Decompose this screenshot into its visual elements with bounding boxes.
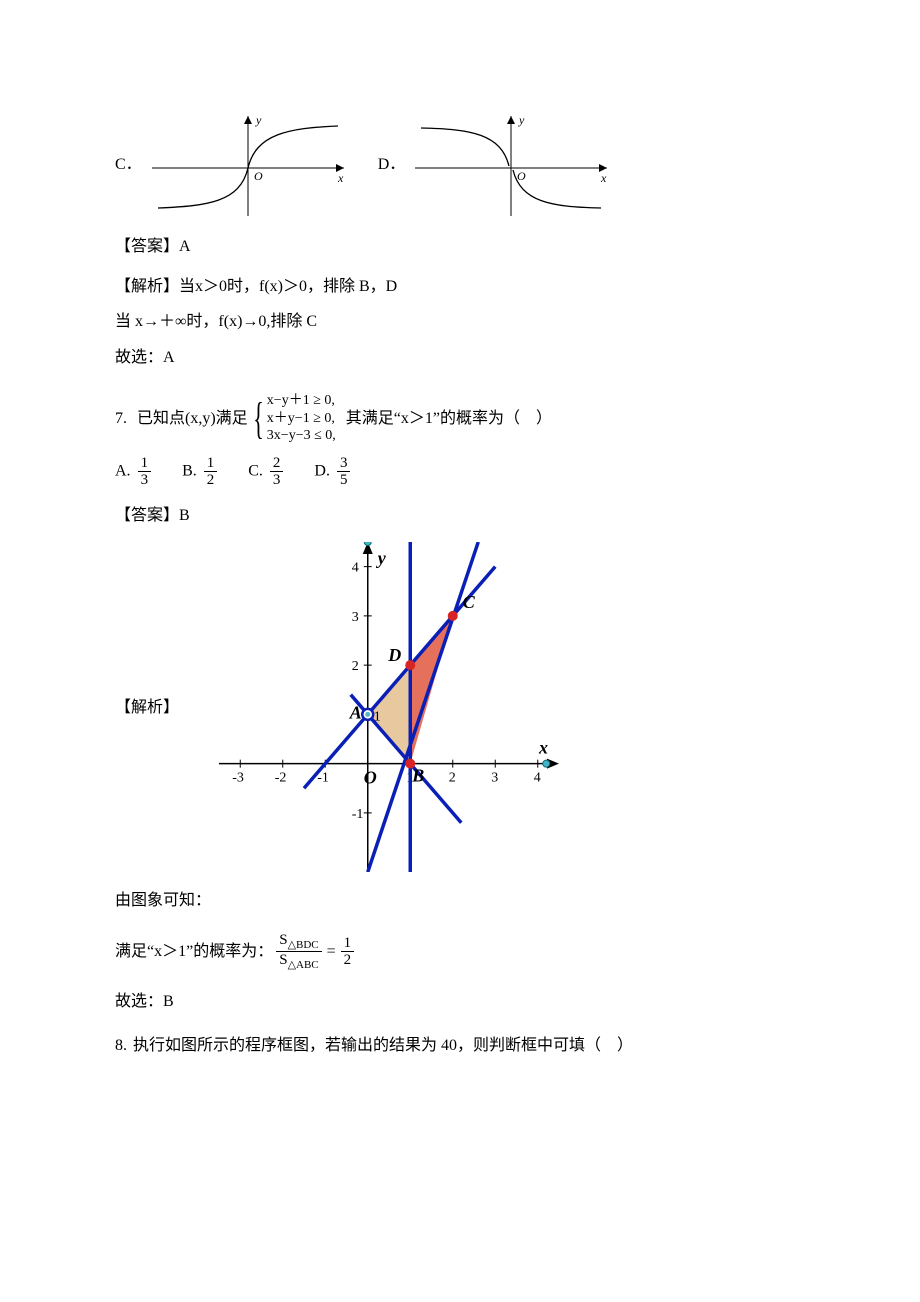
svg-text:4: 4 — [352, 561, 359, 576]
svg-text:-3: -3 — [232, 771, 244, 786]
svg-text:3: 3 — [352, 610, 359, 625]
prob-frac-value: 1 2 — [341, 935, 355, 969]
y-axis-label: y — [255, 113, 262, 127]
q7-stem: 7. 已知点(x,y)满足 { x−y＋1 ≥ 0, x＋y−1 ≥ 0, 3x… — [115, 392, 810, 445]
answer-label: 【答案】 — [115, 238, 179, 255]
svg-text:B: B — [411, 766, 424, 786]
svg-text:O: O — [364, 768, 377, 788]
option-d-label: D． — [378, 152, 406, 178]
origin-label: O — [517, 169, 526, 183]
s-den: S — [279, 952, 287, 968]
sys-row-3: 3x−y−3 ≤ 0, — [267, 427, 336, 445]
q7-figure-row: 【解析】 -3-2-11234-1234ABCDOxy1 — [115, 542, 810, 872]
prob-frac-areas: S△BDC S△ABC — [276, 932, 321, 971]
opt-c-label: C. — [248, 463, 263, 480]
graph-d: O x y — [411, 110, 611, 220]
answer-label: 【答案】 — [115, 507, 179, 524]
q8-text: 执行如图所示的程序框图，若输出的结果为 40，则判断框中可填（ ） — [133, 1037, 633, 1054]
svg-text:A: A — [349, 703, 362, 723]
rhs-num: 1 — [341, 935, 355, 953]
prob-num: S△BDC — [276, 932, 321, 952]
svg-text:-2: -2 — [275, 771, 287, 786]
answer-value: B — [179, 507, 190, 524]
option-c-label: C． — [115, 152, 142, 178]
q7-stem-post: 其满足“x＞1”的概率为（ ） — [346, 406, 552, 432]
opt-b: B. 12 — [182, 455, 220, 489]
opt-d: D. 35 — [314, 455, 353, 489]
eq-sign: = — [327, 939, 336, 965]
x-axis-label: x — [600, 171, 607, 185]
q7-number: 7. — [115, 406, 127, 432]
svg-text:-1: -1 — [352, 807, 364, 822]
s-num-sub: △BDC — [288, 939, 319, 951]
q7-answer: 【答案】B — [115, 503, 810, 529]
q7-figure: -3-2-11234-1234ABCDOxy1 — [219, 542, 559, 872]
s-num: S — [279, 932, 287, 948]
q7-options: A. 13 B. 12 C. 23 D. 35 — [115, 455, 810, 489]
q6-options-row: C． O x y D． O x y — [115, 110, 810, 220]
svg-text:1: 1 — [374, 710, 381, 725]
q6-explain-3: 故选：A — [115, 345, 810, 371]
svg-text:x: x — [538, 738, 548, 758]
origin-label: O — [254, 169, 263, 183]
explain-label: 【解析】 — [115, 278, 179, 295]
opt-b-den: 2 — [204, 472, 218, 489]
svg-text:C: C — [463, 592, 476, 612]
svg-text:y: y — [376, 548, 387, 568]
q6-explain-1: 【解析】当x＞0时，f(x)＞0，排除 B，D — [115, 274, 810, 300]
prob-pre: 满足“x＞1”的概率为： — [115, 939, 273, 965]
svg-text:2: 2 — [449, 771, 456, 786]
y-axis-label: y — [518, 113, 525, 127]
q8-stem: 8. 执行如图所示的程序框图，若输出的结果为 40，则判断框中可填（ ） — [115, 1033, 810, 1059]
brace-icon: { — [253, 400, 264, 437]
q7-postfig-1: 由图象可知： — [115, 888, 810, 914]
opt-a-num: 1 — [138, 455, 152, 473]
opt-d-label: D. — [314, 463, 330, 480]
svg-text:3: 3 — [491, 771, 498, 786]
s-den-sub: △ABC — [288, 959, 319, 971]
q8-number: 8. — [115, 1037, 127, 1054]
q6-answer: 【答案】A — [115, 234, 810, 260]
q7-system: x−y＋1 ≥ 0, x＋y−1 ≥ 0, 3x−y−3 ≤ 0, — [267, 392, 336, 445]
opt-a: A. 13 — [115, 455, 154, 489]
x-axis-label: x — [337, 171, 344, 185]
opt-a-den: 3 — [138, 472, 152, 489]
svg-text:2: 2 — [352, 660, 359, 675]
q7-stem-pre: 已知点(x,y)满足 — [137, 406, 248, 432]
svg-text:D: D — [387, 646, 401, 666]
opt-a-label: A. — [115, 463, 131, 480]
svg-text:4: 4 — [534, 771, 541, 786]
opt-c-den: 3 — [270, 472, 284, 489]
q7-postfig-2: 故选：B — [115, 989, 810, 1015]
sys-row-2: x＋y−1 ≥ 0, — [267, 410, 336, 428]
opt-c-num: 2 — [270, 455, 284, 473]
sys-row-1: x−y＋1 ≥ 0, — [267, 392, 336, 410]
q7-prob-line: 满足“x＞1”的概率为： S△BDC S△ABC = 1 2 — [115, 932, 810, 971]
explain-label: 【解析】 — [115, 695, 179, 721]
rhs-den: 2 — [341, 952, 355, 969]
opt-b-label: B. — [182, 463, 197, 480]
opt-b-num: 1 — [204, 455, 218, 473]
explain-text-1: 当x＞0时，f(x)＞0，排除 B，D — [179, 278, 397, 295]
opt-c: C. 23 — [248, 455, 286, 489]
graph-c: O x y — [148, 110, 348, 220]
prob-den: S△ABC — [276, 952, 321, 971]
opt-d-den: 5 — [337, 472, 351, 489]
q6-explain-2: 当 x→＋∞时，f(x)→0,排除 C — [115, 309, 810, 335]
answer-value: A — [179, 238, 191, 255]
opt-d-num: 3 — [337, 455, 351, 473]
